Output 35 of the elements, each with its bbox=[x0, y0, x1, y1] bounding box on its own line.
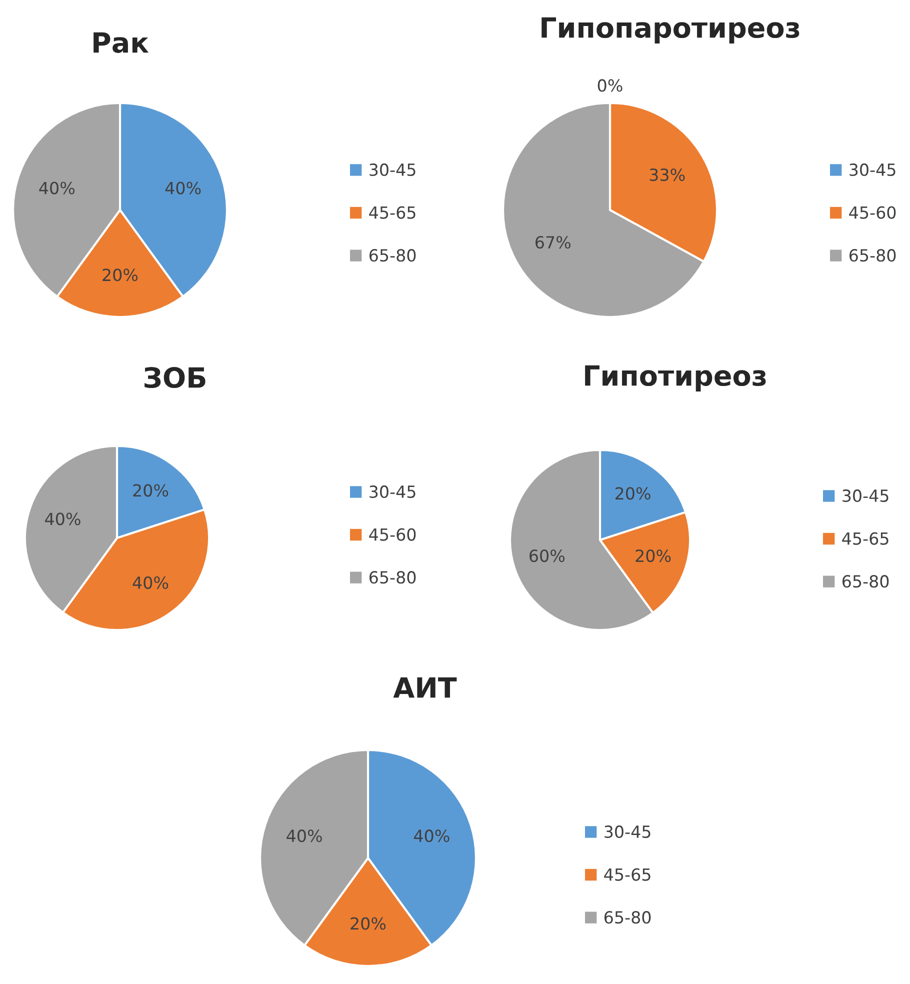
data-label: 20% bbox=[133, 484, 168, 497]
chart-title: Гипотиреоз bbox=[585, 365, 766, 392]
data-label: 20% bbox=[636, 549, 671, 562]
legend-label: 30-45 bbox=[370, 485, 416, 498]
data-label: 20% bbox=[350, 917, 386, 930]
data-label: 40% bbox=[414, 830, 450, 842]
data-label: 60% bbox=[530, 549, 565, 562]
legend-label: 45-60 bbox=[849, 206, 896, 219]
legend-label: 65-80 bbox=[849, 249, 896, 262]
chart-title: ЗОБ bbox=[144, 367, 206, 388]
chart-title: Рак bbox=[94, 32, 149, 54]
data-label: 40% bbox=[132, 576, 168, 589]
legend-label: 45-65 bbox=[369, 206, 416, 219]
data-label: 40% bbox=[165, 182, 201, 194]
data-label: 20% bbox=[616, 487, 650, 500]
chart-title: Гипопаротиреоз bbox=[542, 17, 800, 44]
data-label: 40% bbox=[39, 182, 75, 194]
data-label: 40% bbox=[286, 830, 322, 842]
text: 0% bbox=[598, 79, 622, 92]
data-label: 67% bbox=[536, 236, 570, 249]
legend-label: 45-60 bbox=[369, 528, 416, 541]
legend-label: 30-45 bbox=[850, 163, 896, 176]
legend-label: 45-65 bbox=[842, 532, 888, 545]
legend-label: 30-45 bbox=[370, 163, 416, 176]
legend-label: 65-80 bbox=[369, 249, 416, 262]
data-label: 33% bbox=[650, 168, 685, 182]
legend-label: 30-45 bbox=[604, 825, 650, 838]
legend-label: 65-80 bbox=[604, 911, 651, 924]
legend-label: 65-80 bbox=[842, 575, 889, 588]
legend-label: 45-65 bbox=[604, 868, 650, 881]
legend-label: 65-80 bbox=[369, 571, 416, 584]
data-label: 40% bbox=[45, 512, 80, 526]
chart-title: АИТ bbox=[393, 677, 457, 698]
legend-label: 30-45 bbox=[842, 489, 888, 502]
data-label: 20% bbox=[102, 268, 138, 282]
